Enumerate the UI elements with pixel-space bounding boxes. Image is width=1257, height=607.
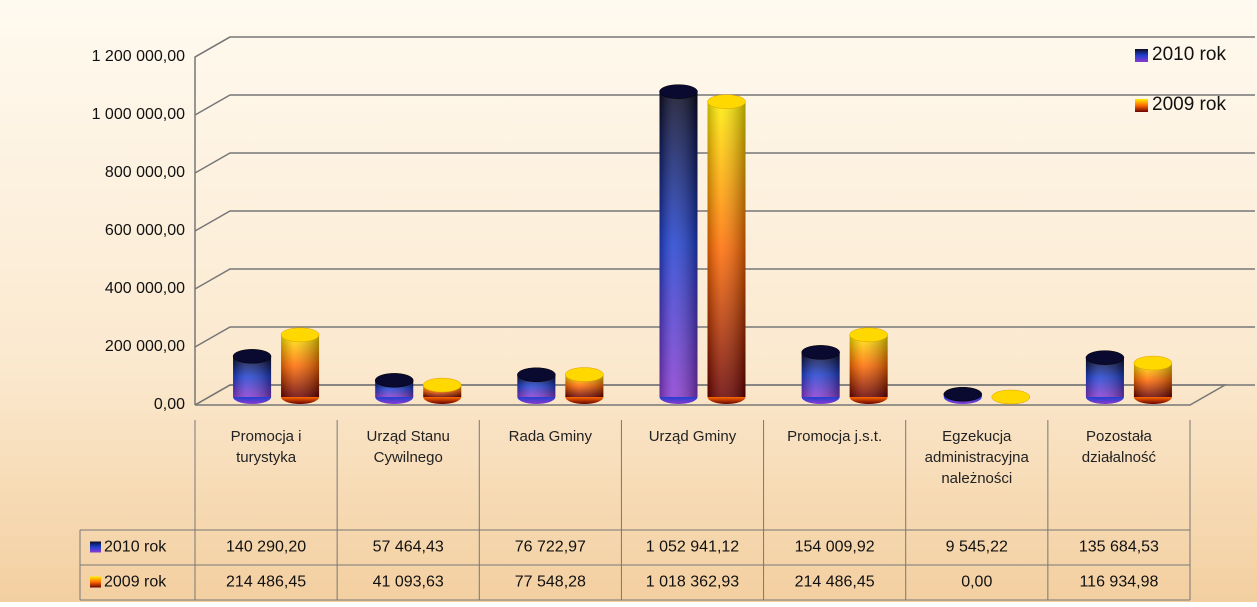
table-value: 214 486,45 <box>795 574 875 591</box>
bar-top <box>280 327 320 343</box>
legend-swatch <box>1135 99 1148 112</box>
grid-line <box>194 152 1255 174</box>
table-value: 214 486,45 <box>226 574 306 591</box>
category-cell: Pozostała działalność <box>1081 428 1157 466</box>
category-cell: Urząd Gminy <box>648 428 737 445</box>
row-label: 2010 rok <box>104 539 167 556</box>
bar-top <box>801 345 840 360</box>
y-tick-label: 0,00 <box>154 396 185 413</box>
x-tick-label: Egzekucja administracyjna należności <box>924 428 1029 487</box>
y-tick-label: 200 000,00 <box>105 338 185 355</box>
x-tick-label: Urząd Stanu Cywilnego <box>366 428 450 466</box>
category-cell: Rada Gminy <box>508 428 593 445</box>
category-cell: Promocja j.s.t. <box>787 428 883 445</box>
grid-line <box>194 268 1255 290</box>
row-label: 2009 rok <box>104 574 167 591</box>
table-value: 41 093,63 <box>373 574 444 591</box>
x-tick-label: Promocja i turystyka <box>230 428 302 466</box>
table-value: 57 464,43 <box>373 539 444 556</box>
y-tick-label: 600 000,00 <box>105 222 185 239</box>
bar-top <box>943 386 983 402</box>
bar-top <box>232 349 272 364</box>
bar-top <box>659 84 698 99</box>
bar-shade <box>707 101 746 398</box>
table-value: 9 545,22 <box>946 539 1008 556</box>
y-tick-label: 800 000,00 <box>105 164 185 181</box>
table-value: 76 722,97 <box>515 539 586 556</box>
bar-top <box>991 389 1031 405</box>
y-tick-label: 400 000,00 <box>105 280 185 297</box>
bar-top <box>849 327 888 343</box>
y-tick-label: 1 200 000,00 <box>92 48 186 65</box>
bar-shade <box>849 334 888 397</box>
bar-top <box>707 94 746 109</box>
legend-label: 2010 rok <box>1152 44 1226 65</box>
bar-top <box>422 377 462 393</box>
table-value: 140 290,20 <box>226 539 306 556</box>
table-value: 0,00 <box>961 574 992 591</box>
category-cell: Urząd Stanu Cywilnego <box>366 428 450 466</box>
legend-label: 2009 rok <box>1152 94 1226 115</box>
legend-swatch <box>90 576 101 588</box>
table-value: 116 934,98 <box>1079 574 1158 591</box>
bar-top <box>1085 350 1125 365</box>
bar-shade <box>659 91 698 398</box>
bar-top <box>517 367 556 383</box>
legend-swatch <box>1135 49 1148 62</box>
grid-line <box>194 94 1255 116</box>
legend-swatch <box>90 541 101 553</box>
grid-line <box>194 36 1255 58</box>
bar-shade <box>801 352 840 397</box>
bar-top <box>1133 355 1173 371</box>
grid-line <box>194 384 1255 406</box>
grid-line <box>194 210 1255 232</box>
x-tick-label: Promocja j.s.t. <box>787 428 883 445</box>
category-cell: Egzekucja administracyjna należności <box>924 428 1029 487</box>
table-value: 77 548,28 <box>515 574 586 591</box>
bar-top <box>565 367 604 382</box>
bar-top <box>374 373 414 388</box>
grid-line <box>194 326 1255 348</box>
table-value: 1 052 941,12 <box>646 539 740 556</box>
x-tick-label: Rada Gminy <box>508 428 593 445</box>
x-tick-label: Pozostała działalność <box>1081 428 1157 466</box>
y-tick-label: 1 000 000,00 <box>92 106 186 123</box>
bar-shade <box>281 334 320 397</box>
category-cell: Promocja i turystyka <box>230 428 302 466</box>
x-tick-label: Urząd Gminy <box>648 428 737 445</box>
table-value: 154 009,92 <box>795 539 875 556</box>
table-value: 135 684,53 <box>1079 539 1159 556</box>
table-value: 1 018 362,93 <box>646 574 740 591</box>
